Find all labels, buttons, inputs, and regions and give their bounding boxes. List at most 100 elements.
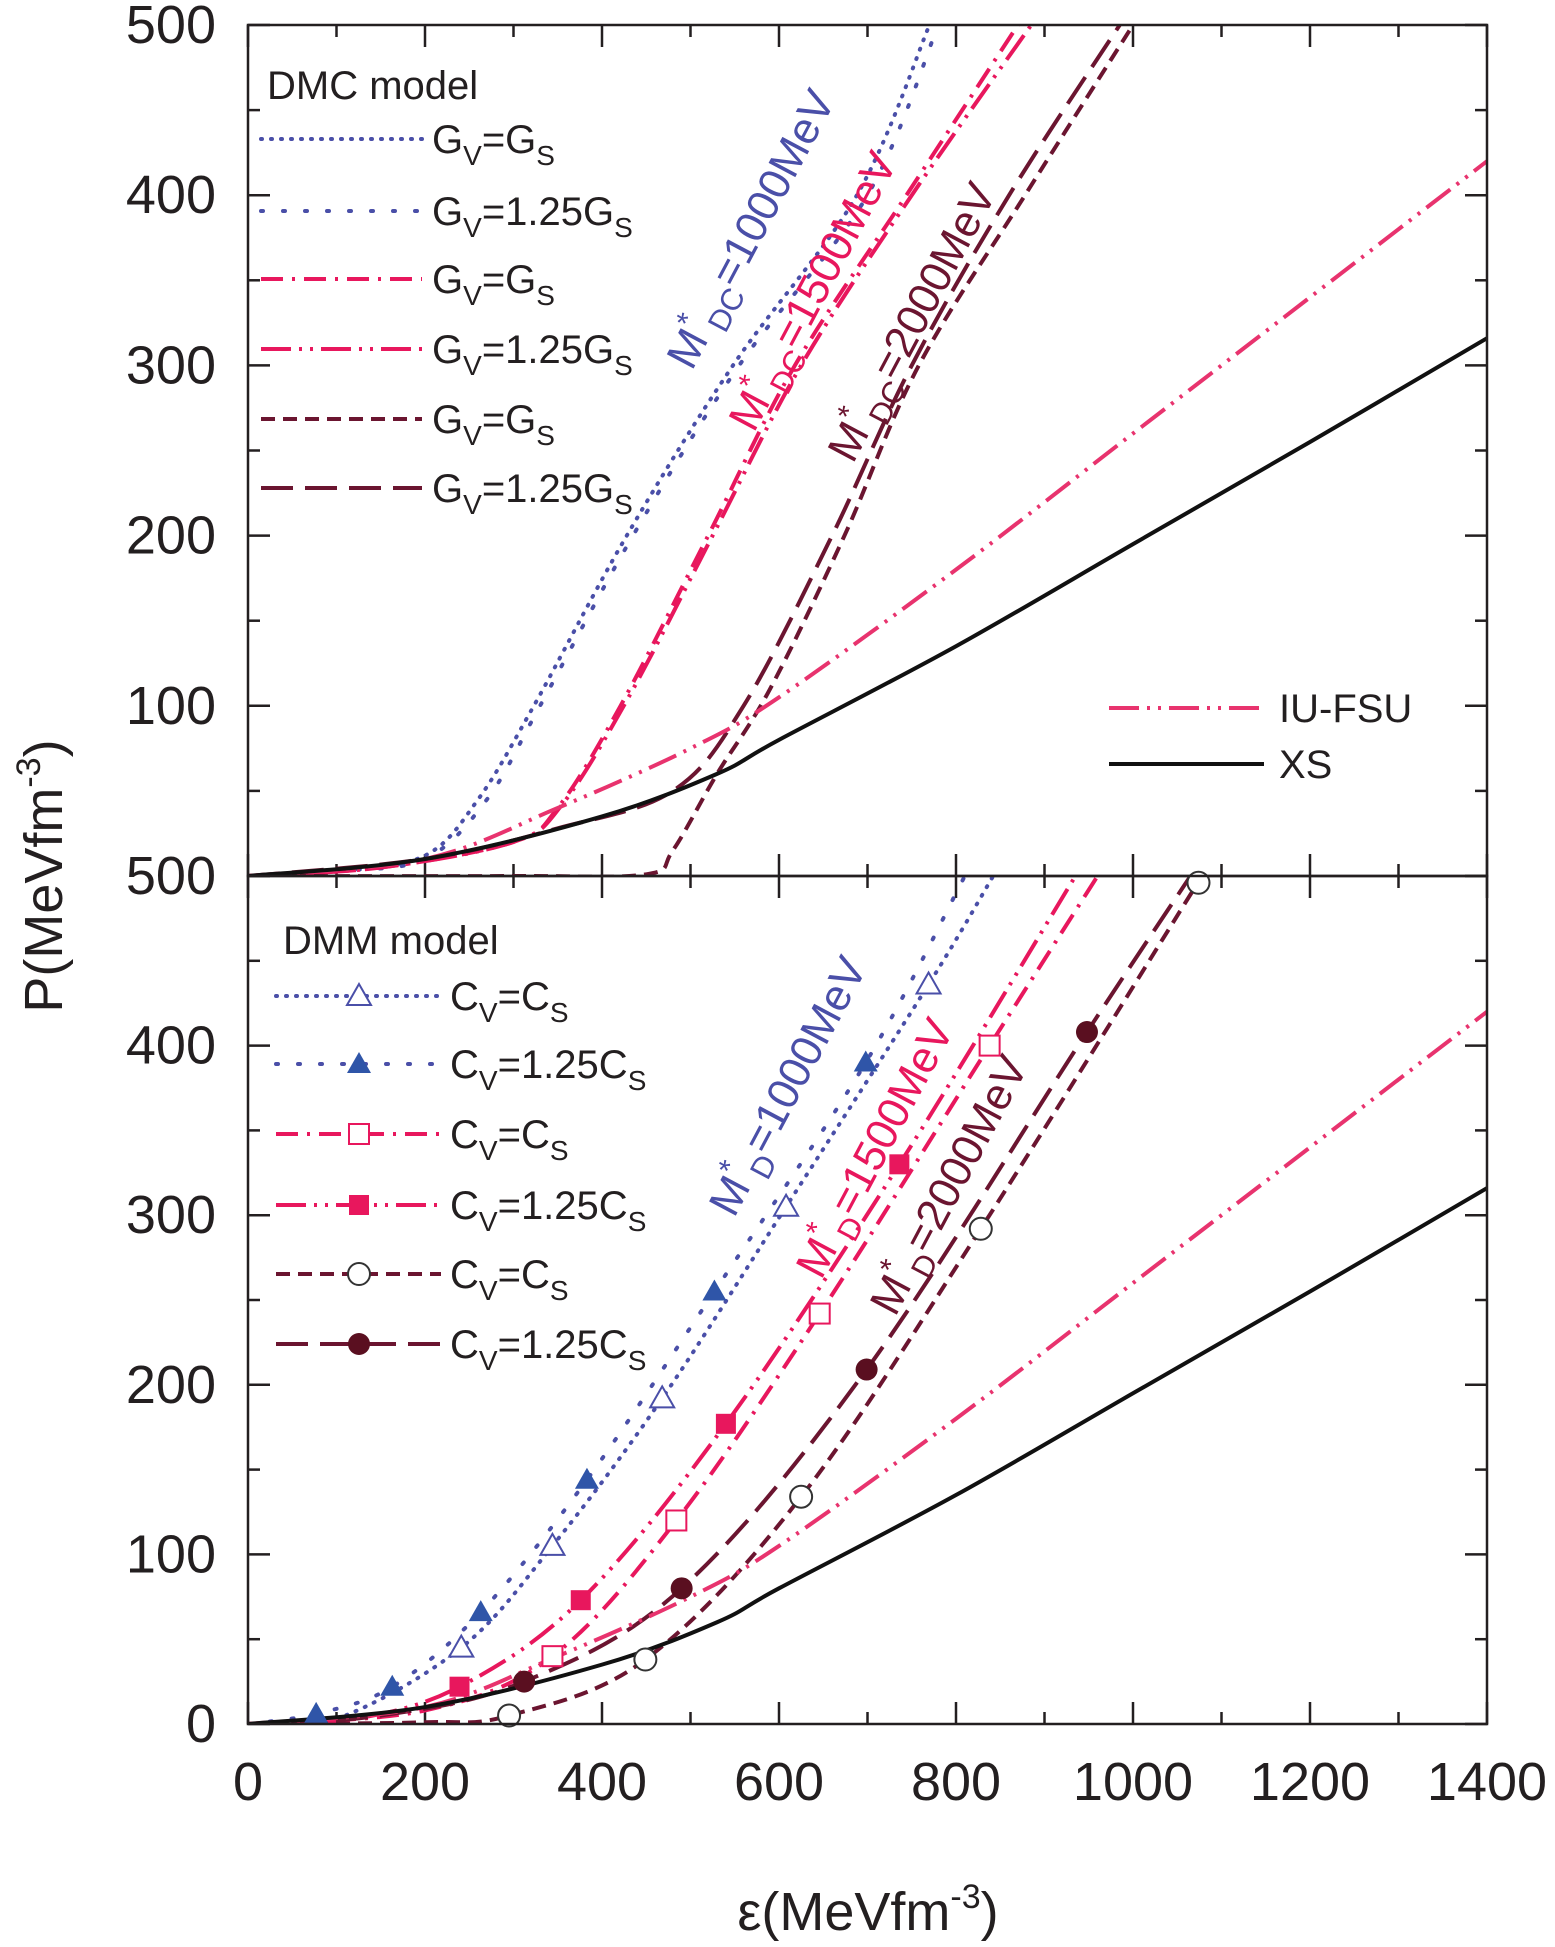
legend-label-part: G xyxy=(432,258,463,302)
panel-bottom: 0 100 200 300 400 500 0 200 400 600 800 1000 1200 140… xyxy=(126,846,1547,1812)
legend-label-part: V xyxy=(463,350,482,381)
x-tick-label: 1000 xyxy=(1073,1752,1193,1812)
series-dmc-1000-gv-gs xyxy=(248,25,932,876)
legend-label-part: G xyxy=(432,398,463,442)
legend-marker xyxy=(347,1052,371,1073)
legend-label-part: =1.25C xyxy=(498,1184,628,1228)
legend-label-part: V xyxy=(479,997,498,1028)
legend-label-part: =1.25G xyxy=(482,467,614,511)
marker-dmm-1000-cv-125cs xyxy=(468,1600,493,1622)
series-dmc-1500-gv-gs xyxy=(248,25,1020,876)
legend-item: GV=1.25GS xyxy=(261,467,633,520)
legend-label-part: S xyxy=(550,997,569,1028)
marker-dmm-1000-cv-125cs xyxy=(702,1279,727,1301)
legend-label: XS xyxy=(1279,743,1332,787)
marker-dmm-2000-cv-cs xyxy=(789,1484,814,1509)
legend-label-part: =1.25G xyxy=(482,328,614,372)
marker-dmm-1500-cv-125cs xyxy=(570,1590,591,1611)
marker-dmm-1000-cv-cs xyxy=(772,1192,800,1217)
legend-marker xyxy=(345,981,373,1006)
legend-item: CV=CS xyxy=(276,1253,569,1306)
marker-dmm-1500-cv-125cs xyxy=(449,1676,470,1697)
legend-label-part: =C xyxy=(498,975,550,1019)
legend-item: CV=1.25CS xyxy=(276,1323,646,1376)
y-tick-label: 0 xyxy=(186,1694,216,1754)
marker-dmm-1000-cv-cs xyxy=(648,1384,676,1409)
legend-item: GV=1.25GS xyxy=(261,328,633,381)
legend-label-part: =1.25G xyxy=(482,190,614,234)
legend-label: CV=CS xyxy=(450,975,569,1028)
legend-label: GV=1.25GS xyxy=(432,328,633,381)
y-tick-label: 500 xyxy=(126,0,216,55)
mass-annotation-part: M xyxy=(787,1230,847,1285)
legend-marker xyxy=(348,1333,370,1355)
marker-dmm-1000-cv-125cs xyxy=(304,1701,329,1723)
legend-item: GV=GS xyxy=(261,398,555,451)
legend-label-part: C xyxy=(450,975,479,1019)
x-tick-label: 0 xyxy=(233,1752,263,1812)
legend-title: DMC model xyxy=(267,64,478,108)
y-tick-label: 200 xyxy=(126,1355,216,1415)
legend-label-part: =1.25C xyxy=(498,1043,628,1087)
marker-dmm-2000-cv-125cs xyxy=(513,1670,536,1693)
y-tick-label: 100 xyxy=(126,676,216,736)
legend-label-part: =C xyxy=(498,1113,550,1157)
legend-label-part: C xyxy=(450,1043,479,1087)
marker-dmm-2000-cv-cs xyxy=(1186,870,1211,895)
series-xs xyxy=(248,1186,1487,1724)
y-tick-label: 500 xyxy=(126,846,216,906)
marker-dmm-1500-cv-cs xyxy=(808,1302,831,1325)
legend-label-part: S xyxy=(628,1065,647,1096)
series-dmc-1500-gv-125gs xyxy=(248,25,1033,876)
legend-item: IU-FSU xyxy=(1109,687,1412,731)
series-dmm-2000-cv-cs xyxy=(248,876,1204,1724)
legend-label-part: V xyxy=(463,420,482,451)
legend-label: GV=1.25GS xyxy=(432,190,633,243)
legend-title: DMM model xyxy=(283,919,499,963)
legend-label-part: S xyxy=(628,1206,647,1237)
legend-label: GV=GS xyxy=(432,118,555,171)
marker-dmm-2000-cv-125cs xyxy=(855,1358,878,1381)
x-tick-label: 600 xyxy=(734,1752,824,1812)
legend-label: CV=1.25CS xyxy=(450,1323,646,1376)
legend-label: CV=CS xyxy=(450,1253,569,1306)
legend-marker xyxy=(347,1262,371,1286)
legend-label: CV=1.25CS xyxy=(450,1184,646,1237)
legend-label-part: V xyxy=(479,1345,498,1376)
legend-label-part: S xyxy=(614,489,633,520)
mass-annotation-part: =1000MeV xyxy=(733,948,877,1161)
x-tick-label: 800 xyxy=(911,1752,1001,1812)
legend-label-part: =G xyxy=(482,258,536,302)
series-iu-fsu xyxy=(248,159,1487,876)
legend-label-part: S xyxy=(536,280,555,311)
mass-annotation-part: M xyxy=(657,321,717,376)
x-axis-title: ε(MeVfm-3) xyxy=(737,1878,998,1942)
legend-label-part: C xyxy=(450,1184,479,1228)
marker-dmm-2000-cv-cs xyxy=(633,1647,658,1672)
x-tick-label: 1200 xyxy=(1250,1752,1370,1812)
marker-dmm-2000-cv-125cs xyxy=(1075,1021,1098,1044)
series-dmm-1000-cv-125cs xyxy=(248,876,967,1724)
marker-dmm-1000-cv-cs xyxy=(447,1633,476,1658)
marker-dmm-2000-cv-125cs xyxy=(670,1577,693,1600)
y-tick-label: 100 xyxy=(126,1524,216,1584)
marker-dmm-1500-cv-cs xyxy=(541,1645,564,1668)
series-group xyxy=(248,25,1487,876)
y-tick-label: 300 xyxy=(126,1185,216,1245)
legend-item: CV=CS xyxy=(276,1113,569,1166)
legend-label: GV=1.25GS xyxy=(432,467,633,520)
marker-dmm-1000-cv-cs xyxy=(538,1531,567,1556)
marker-dmm-1000-cv-125cs xyxy=(853,1050,878,1072)
legend-label-part: =C xyxy=(498,1253,550,1297)
legend-label-part: S xyxy=(536,420,555,451)
legend-label: CV=CS xyxy=(450,1113,569,1166)
marker-dmm-2000-cv-cs xyxy=(497,1703,522,1728)
marker-dmm-1000-cv-cs xyxy=(914,970,943,995)
legend-item: XS xyxy=(1109,743,1332,787)
series-iu-fsu xyxy=(248,1010,1487,1724)
legend-label-part: =1.25C xyxy=(498,1323,628,1367)
legend-item: GV=1.25GS xyxy=(259,190,633,243)
legend-label-part: C xyxy=(450,1113,479,1157)
x-tick-label: 200 xyxy=(380,1752,470,1812)
series-dmc-2000-gv-125gs xyxy=(248,25,1122,876)
